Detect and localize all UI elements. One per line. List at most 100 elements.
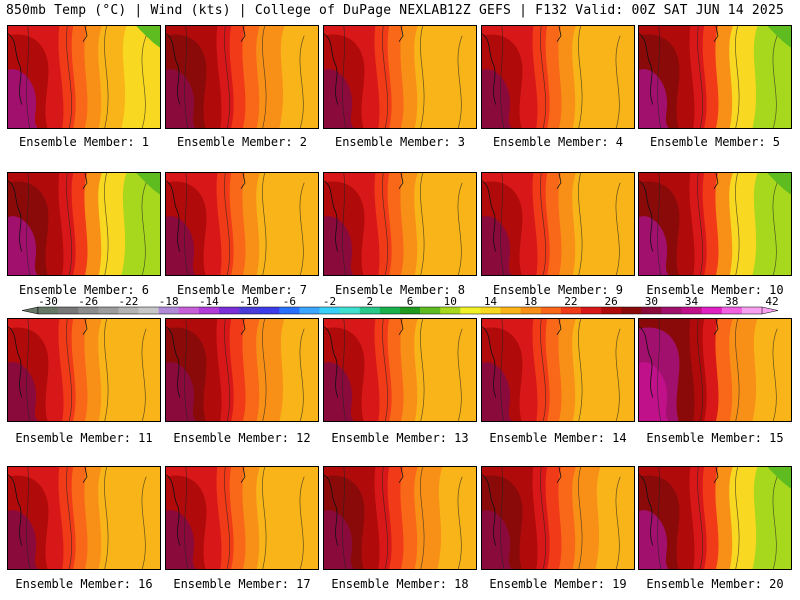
model-run-info: 12Z GEFS | F132 Valid: 00Z SAT JUN 14 20…: [446, 3, 784, 18]
temperature-map: [482, 319, 634, 421]
colorbar-swatch: [239, 307, 260, 314]
ensemble-map-panel: [165, 25, 319, 129]
colorbar-swatch: [641, 307, 662, 314]
colorbar-swatch: [319, 307, 340, 314]
ensemble-map-panel: [481, 466, 635, 570]
colorbar-tick-label: 2: [366, 295, 373, 308]
ensemble-map-panel: [638, 318, 792, 422]
colorbar-swatch: [601, 307, 622, 314]
colorbar-swatch: [420, 307, 441, 314]
ensemble-member-label: Ensemble Member: 6: [18, 283, 150, 297]
colorbar-swatch: [198, 307, 220, 314]
temperature-map: [166, 319, 318, 421]
temperature-colorbar: -30 -26 -22 -18 -14 -10 -6 -2 2 6 10 14 18 22 26 30 34 38…: [21, 295, 779, 315]
colorbar-swatch: [621, 307, 642, 314]
temperature-map: [166, 173, 318, 275]
colorbar-swatch: [339, 307, 361, 314]
colorbar-swatch: [400, 307, 421, 314]
colorbar-tick-label: 18: [524, 295, 537, 308]
colorbar-swatch: [701, 307, 723, 314]
ensemble-map-panel: [323, 172, 477, 276]
colorbar-swatch: [661, 307, 682, 314]
ensemble-map-panel: [165, 172, 319, 276]
ensemble-member-label: Ensemble Member: 16: [15, 577, 153, 591]
ensemble-map-panel: [323, 25, 477, 129]
colorbar-tick-label: -30: [38, 295, 58, 308]
temperature-map: [166, 467, 318, 569]
colorbar-swatch: [721, 307, 743, 314]
ensemble-member-label: Ensemble Member: 14: [489, 431, 627, 445]
colorbar-swatch: [460, 307, 481, 314]
colorbar-tick-label: -2: [323, 295, 336, 308]
ensemble-map-panel: [481, 172, 635, 276]
ensemble-member-label: Ensemble Member: 11: [15, 431, 153, 445]
temperature-map: [639, 173, 791, 275]
colorbar-swatch: [681, 307, 702, 314]
colorbar-tick-label: -10: [239, 295, 259, 308]
colorbar-swatch: [560, 307, 582, 314]
ensemble-member-label: Ensemble Member: 7: [176, 283, 308, 297]
temperature-map: [8, 467, 160, 569]
ensemble-map-panel: [481, 318, 635, 422]
ensemble-map-panel: [638, 25, 792, 129]
colorbar-tick-label: 34: [685, 295, 699, 308]
temperature-map: [639, 26, 791, 128]
ensemble-map-panel: [638, 466, 792, 570]
temperature-map: [639, 319, 791, 421]
ensemble-member-label: Ensemble Member: 3: [334, 135, 466, 149]
ensemble-member-label: Ensemble Member: 13: [331, 431, 469, 445]
ensemble-map-panel: [481, 25, 635, 129]
temperature-map: [324, 467, 476, 569]
colorbar-swatch: [581, 307, 602, 314]
colorbar-swatch: [138, 307, 159, 314]
colorbar-swatch: [741, 307, 763, 314]
colorbar-swatch: [500, 307, 521, 314]
colorbar-tick-label: 30: [645, 295, 658, 308]
colorbar-swatch: [78, 307, 99, 314]
colorbar-swatch: [38, 307, 59, 314]
ensemble-map-panel: [638, 172, 792, 276]
colorbar-swatch: [359, 307, 381, 314]
colorbar-tick-label: -22: [119, 295, 139, 308]
temperature-map: [166, 26, 318, 128]
colorbar-swatch: [440, 307, 461, 314]
ensemble-map-panel: [323, 466, 477, 570]
colorbar-swatch: [379, 307, 401, 314]
temperature-map: [482, 173, 634, 275]
temperature-map: [482, 26, 634, 128]
colorbar-tick-label: 42: [765, 295, 778, 308]
ensemble-member-label: Ensemble Member: 18: [331, 577, 469, 591]
colorbar-swatch: [58, 307, 79, 314]
colorbar-swatch: [540, 307, 562, 314]
colorbar-swatch: [480, 307, 501, 314]
ensemble-map-panel: [7, 318, 161, 422]
colorbar-swatch: [178, 307, 200, 314]
temperature-map: [8, 319, 160, 421]
ensemble-map-panel: [165, 466, 319, 570]
ensemble-member-label: Ensemble Member: 9: [492, 283, 624, 297]
ensemble-member-label: Ensemble Member: 12: [173, 431, 311, 445]
colorbar-tick-label: -26: [78, 295, 98, 308]
colorbar-tick-label: 38: [725, 295, 738, 308]
colorbar-tick-label: -14: [199, 295, 219, 308]
ensemble-member-label: Ensemble Member: 20: [646, 577, 784, 591]
ensemble-map-panel: [323, 318, 477, 422]
colorbar-swatch: [520, 307, 542, 314]
colorbar-swatch: [118, 307, 139, 314]
temperature-map: [324, 319, 476, 421]
temperature-map: [639, 467, 791, 569]
ensemble-member-label: Ensemble Member: 5: [649, 135, 781, 149]
colorbar-tick-label: -6: [283, 295, 296, 308]
ensemble-member-label: Ensemble Member: 19: [489, 577, 627, 591]
ensemble-map-panel: [7, 172, 161, 276]
ensemble-map-panel: [7, 466, 161, 570]
colorbar-tick-label: 22: [564, 295, 577, 308]
map-title: 850mb Temp (°C) | Wind (kts) | College o…: [6, 3, 448, 18]
temperature-map: [324, 173, 476, 275]
temperature-map: [8, 173, 160, 275]
colorbar-tick-label: 10: [444, 295, 457, 308]
temperature-map: [482, 467, 634, 569]
colorbar-swatch: [98, 307, 119, 314]
ensemble-member-label: Ensemble Member: 2: [176, 135, 308, 149]
colorbar-tick-label: 26: [604, 295, 617, 308]
